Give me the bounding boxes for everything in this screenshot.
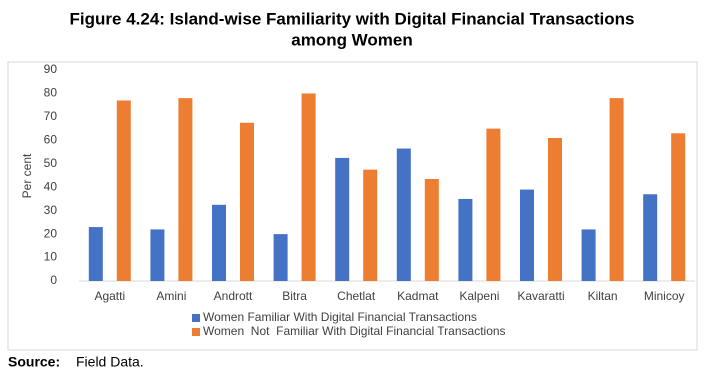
y-tick-label: 60	[44, 133, 58, 147]
chart-title: among Women	[291, 30, 413, 49]
chart-title: Figure 4.24: Island-wise Familiarity wit…	[70, 9, 635, 28]
y-tick-label: 10	[44, 250, 58, 264]
bar	[671, 133, 686, 281]
x-tick-label: Minicoy	[644, 289, 685, 303]
bar	[486, 128, 501, 281]
bar	[212, 204, 226, 281]
bar	[301, 93, 316, 281]
y-axis-label: Per cent	[20, 153, 34, 198]
bar	[609, 98, 624, 281]
y-tick-label: 0	[50, 273, 57, 287]
bar	[273, 234, 288, 281]
legend-swatch	[192, 328, 200, 336]
bar	[548, 137, 562, 281]
x-tick-label: Andrott	[214, 289, 253, 303]
x-tick-label: Bitra	[282, 289, 307, 303]
bar	[150, 229, 165, 281]
bar	[458, 198, 473, 281]
x-tick-label: Kavaratti	[517, 289, 564, 303]
y-tick-label: 90	[44, 62, 58, 76]
bar	[178, 98, 193, 281]
bar	[396, 148, 411, 281]
y-tick-label: 50	[44, 156, 58, 170]
y-tick-label: 40	[44, 179, 58, 193]
bar	[424, 179, 439, 281]
chart-frame	[7, 61, 698, 351]
legend-label: Women Not Familiar With Digital Financia…	[203, 324, 506, 338]
bar	[240, 122, 254, 281]
x-tick-label: Chetlat	[337, 289, 376, 303]
legend-swatch	[192, 314, 200, 322]
y-tick-label: 80	[44, 86, 58, 100]
bar	[335, 157, 350, 281]
x-tick-label: Amini	[156, 289, 186, 303]
bar	[116, 100, 131, 281]
x-tick-label: Kiltan	[588, 289, 618, 303]
y-tick-label: 30	[44, 203, 58, 217]
y-tick-label: 20	[44, 226, 58, 240]
bar	[88, 227, 103, 281]
x-tick-label: Kalpeni	[459, 289, 499, 303]
source-text: Field Data.	[76, 354, 144, 370]
bar	[520, 189, 534, 281]
x-tick-label: Kadmat	[397, 289, 439, 303]
x-tick-label: Agatti	[94, 289, 125, 303]
legend-label: Women Familiar With Digital Financial Tr…	[203, 310, 477, 324]
bar	[363, 169, 378, 281]
source-label: Source:	[8, 354, 60, 370]
bar	[643, 194, 658, 281]
bar	[581, 229, 596, 281]
y-tick-label: 70	[44, 109, 58, 123]
